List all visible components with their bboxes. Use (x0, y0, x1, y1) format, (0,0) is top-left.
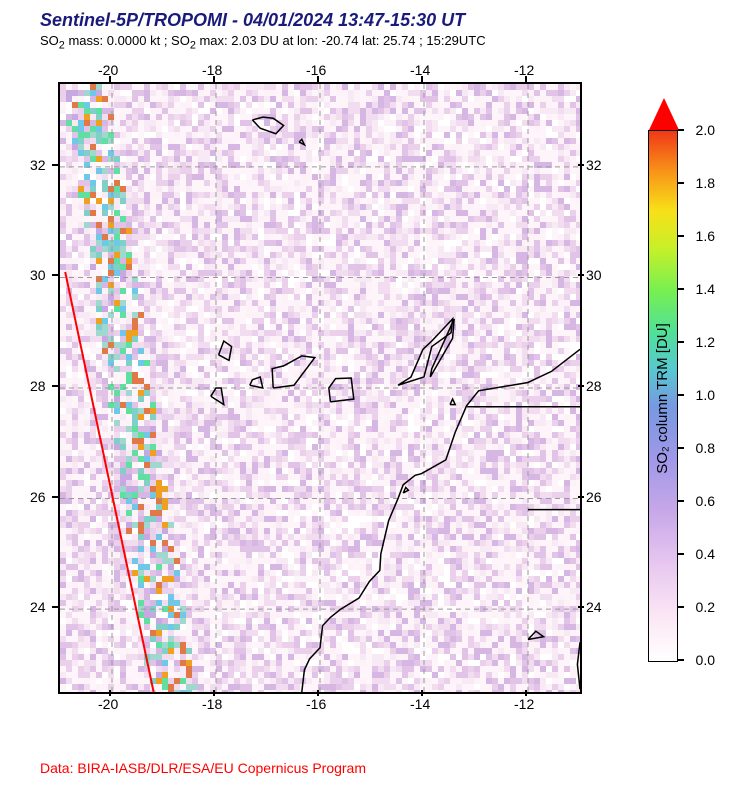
lon-tick-label: -18 (202, 696, 222, 712)
lat-tick-label: 24 (586, 599, 602, 615)
colorbar-tick-label: 1.0 (696, 387, 715, 403)
lon-tick-label: -16 (306, 696, 326, 712)
footer-credit: Data: BIRA-IASB/DLR/ESA/EU Copernicus Pr… (40, 760, 366, 776)
subtitle-so2-label: SO (40, 33, 59, 48)
lat-tick-label: 26 (586, 489, 602, 505)
colorbar-tick-label: 1.4 (696, 281, 715, 297)
colorbar-tick-label: 1.6 (696, 228, 715, 244)
figure-title: Sentinel-5P/TROPOMI - 04/01/2024 13:47-1… (40, 10, 733, 31)
colorbar-tick-label: 0.8 (696, 440, 715, 456)
colorbar-tick-label: 2.0 (696, 122, 715, 138)
colorbar-tick-label: 0.2 (696, 599, 715, 615)
lat-tick-label: 32 (586, 157, 602, 173)
lon-tick-label: -14 (410, 696, 430, 712)
map-svg (60, 84, 580, 692)
lon-tick-label: -12 (514, 696, 534, 712)
colorbar-title: SO₂ column TRM [DU] (654, 323, 671, 474)
colorbar-arrow (649, 98, 679, 130)
colorbar-tick-label: 1.8 (696, 175, 715, 191)
lat-tick-label: 30 (586, 267, 602, 283)
lat-tick-label: 28 (586, 378, 602, 394)
colorbar-tick-label: 0.6 (696, 493, 715, 509)
figure-subtitle: SO2 mass: 0.0000 kt ; SO2 max: 2.03 DU a… (40, 33, 733, 52)
lat-tick-label: 32 (30, 157, 46, 173)
lat-tick-label: 26 (30, 489, 46, 505)
subtitle-mass: mass: 0.0000 kt ; SO (65, 33, 190, 48)
lon-tick-label: -20 (98, 696, 118, 712)
colorbar-tick-label: 0.0 (696, 652, 715, 668)
colorbar-tick-label: 1.2 (696, 334, 715, 350)
colorbar-tick-label: 0.4 (696, 546, 715, 562)
figure-container: Sentinel-5P/TROPOMI - 04/01/2024 13:47-1… (10, 10, 733, 776)
subtitle-max: max: 2.03 DU at lon: -20.74 lat: 25.74 ;… (196, 33, 486, 48)
lat-tick-label: 30 (30, 267, 46, 283)
map-plot-area (58, 82, 582, 694)
lat-tick-label: 24 (30, 599, 46, 615)
lat-tick-label: 28 (30, 378, 46, 394)
